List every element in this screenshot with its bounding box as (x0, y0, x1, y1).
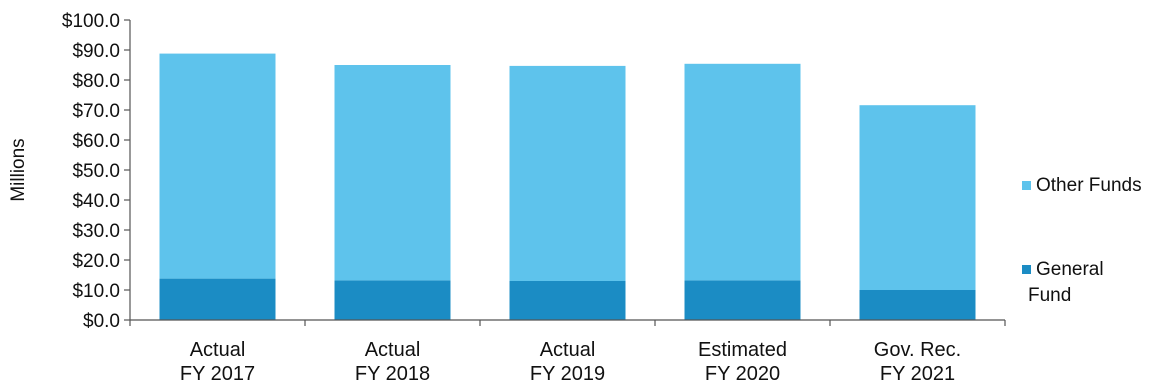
legend: Other Funds General Fund (1022, 175, 1142, 306)
bar-general-fund (334, 280, 451, 320)
x-category-label: Actual FY 2019 (530, 339, 605, 385)
y-axis: $0.0 $10.0 $20.0 $30.0 $40.0 $50.0 $60.0 $70.0 $… (62, 11, 131, 332)
x-axis: Actual FY 2017 Actual FY 2018 Actual FY 2019 E… (129, 319, 1006, 385)
y-tick-label: $80.0 (72, 71, 120, 92)
bar-general-fund (159, 278, 276, 320)
y-tick-label: $10.0 (72, 281, 120, 302)
bar-general-fund (684, 280, 801, 320)
y-tick-label: $40.0 (72, 191, 120, 212)
y-tick-label: $20.0 (72, 251, 120, 272)
bars (159, 53, 976, 320)
y-tick-label: $90.0 (72, 41, 120, 62)
bar-other-funds (859, 105, 976, 290)
bar-other-funds (159, 53, 276, 279)
x-category-label: Gov. Rec. FY 2021 (874, 339, 961, 385)
legend-swatch (1022, 265, 1031, 274)
legend-label: Other Funds (1036, 175, 1142, 196)
bar-other-funds (684, 63, 801, 281)
bar-other-funds (509, 65, 626, 282)
bar-general-fund (509, 281, 626, 320)
legend-label: General Fund (1028, 259, 1104, 306)
bar-other-funds (334, 65, 451, 281)
x-category-label: Actual FY 2018 (355, 339, 430, 385)
x-category-label: Estimated FY 2020 (698, 339, 787, 385)
y-axis-title: Millions (8, 138, 29, 201)
y-tick-label: $50.0 (72, 161, 120, 182)
x-category-label: Actual FY 2017 (180, 339, 255, 385)
bar-general-fund (859, 290, 976, 320)
y-tick-label: $100.0 (62, 11, 120, 32)
y-tick-label: $30.0 (72, 221, 120, 242)
y-tick-label: $60.0 (72, 131, 120, 152)
y-tick-label: $70.0 (72, 101, 120, 122)
legend-swatch (1022, 181, 1031, 190)
y-tick-label: $0.0 (83, 311, 120, 332)
